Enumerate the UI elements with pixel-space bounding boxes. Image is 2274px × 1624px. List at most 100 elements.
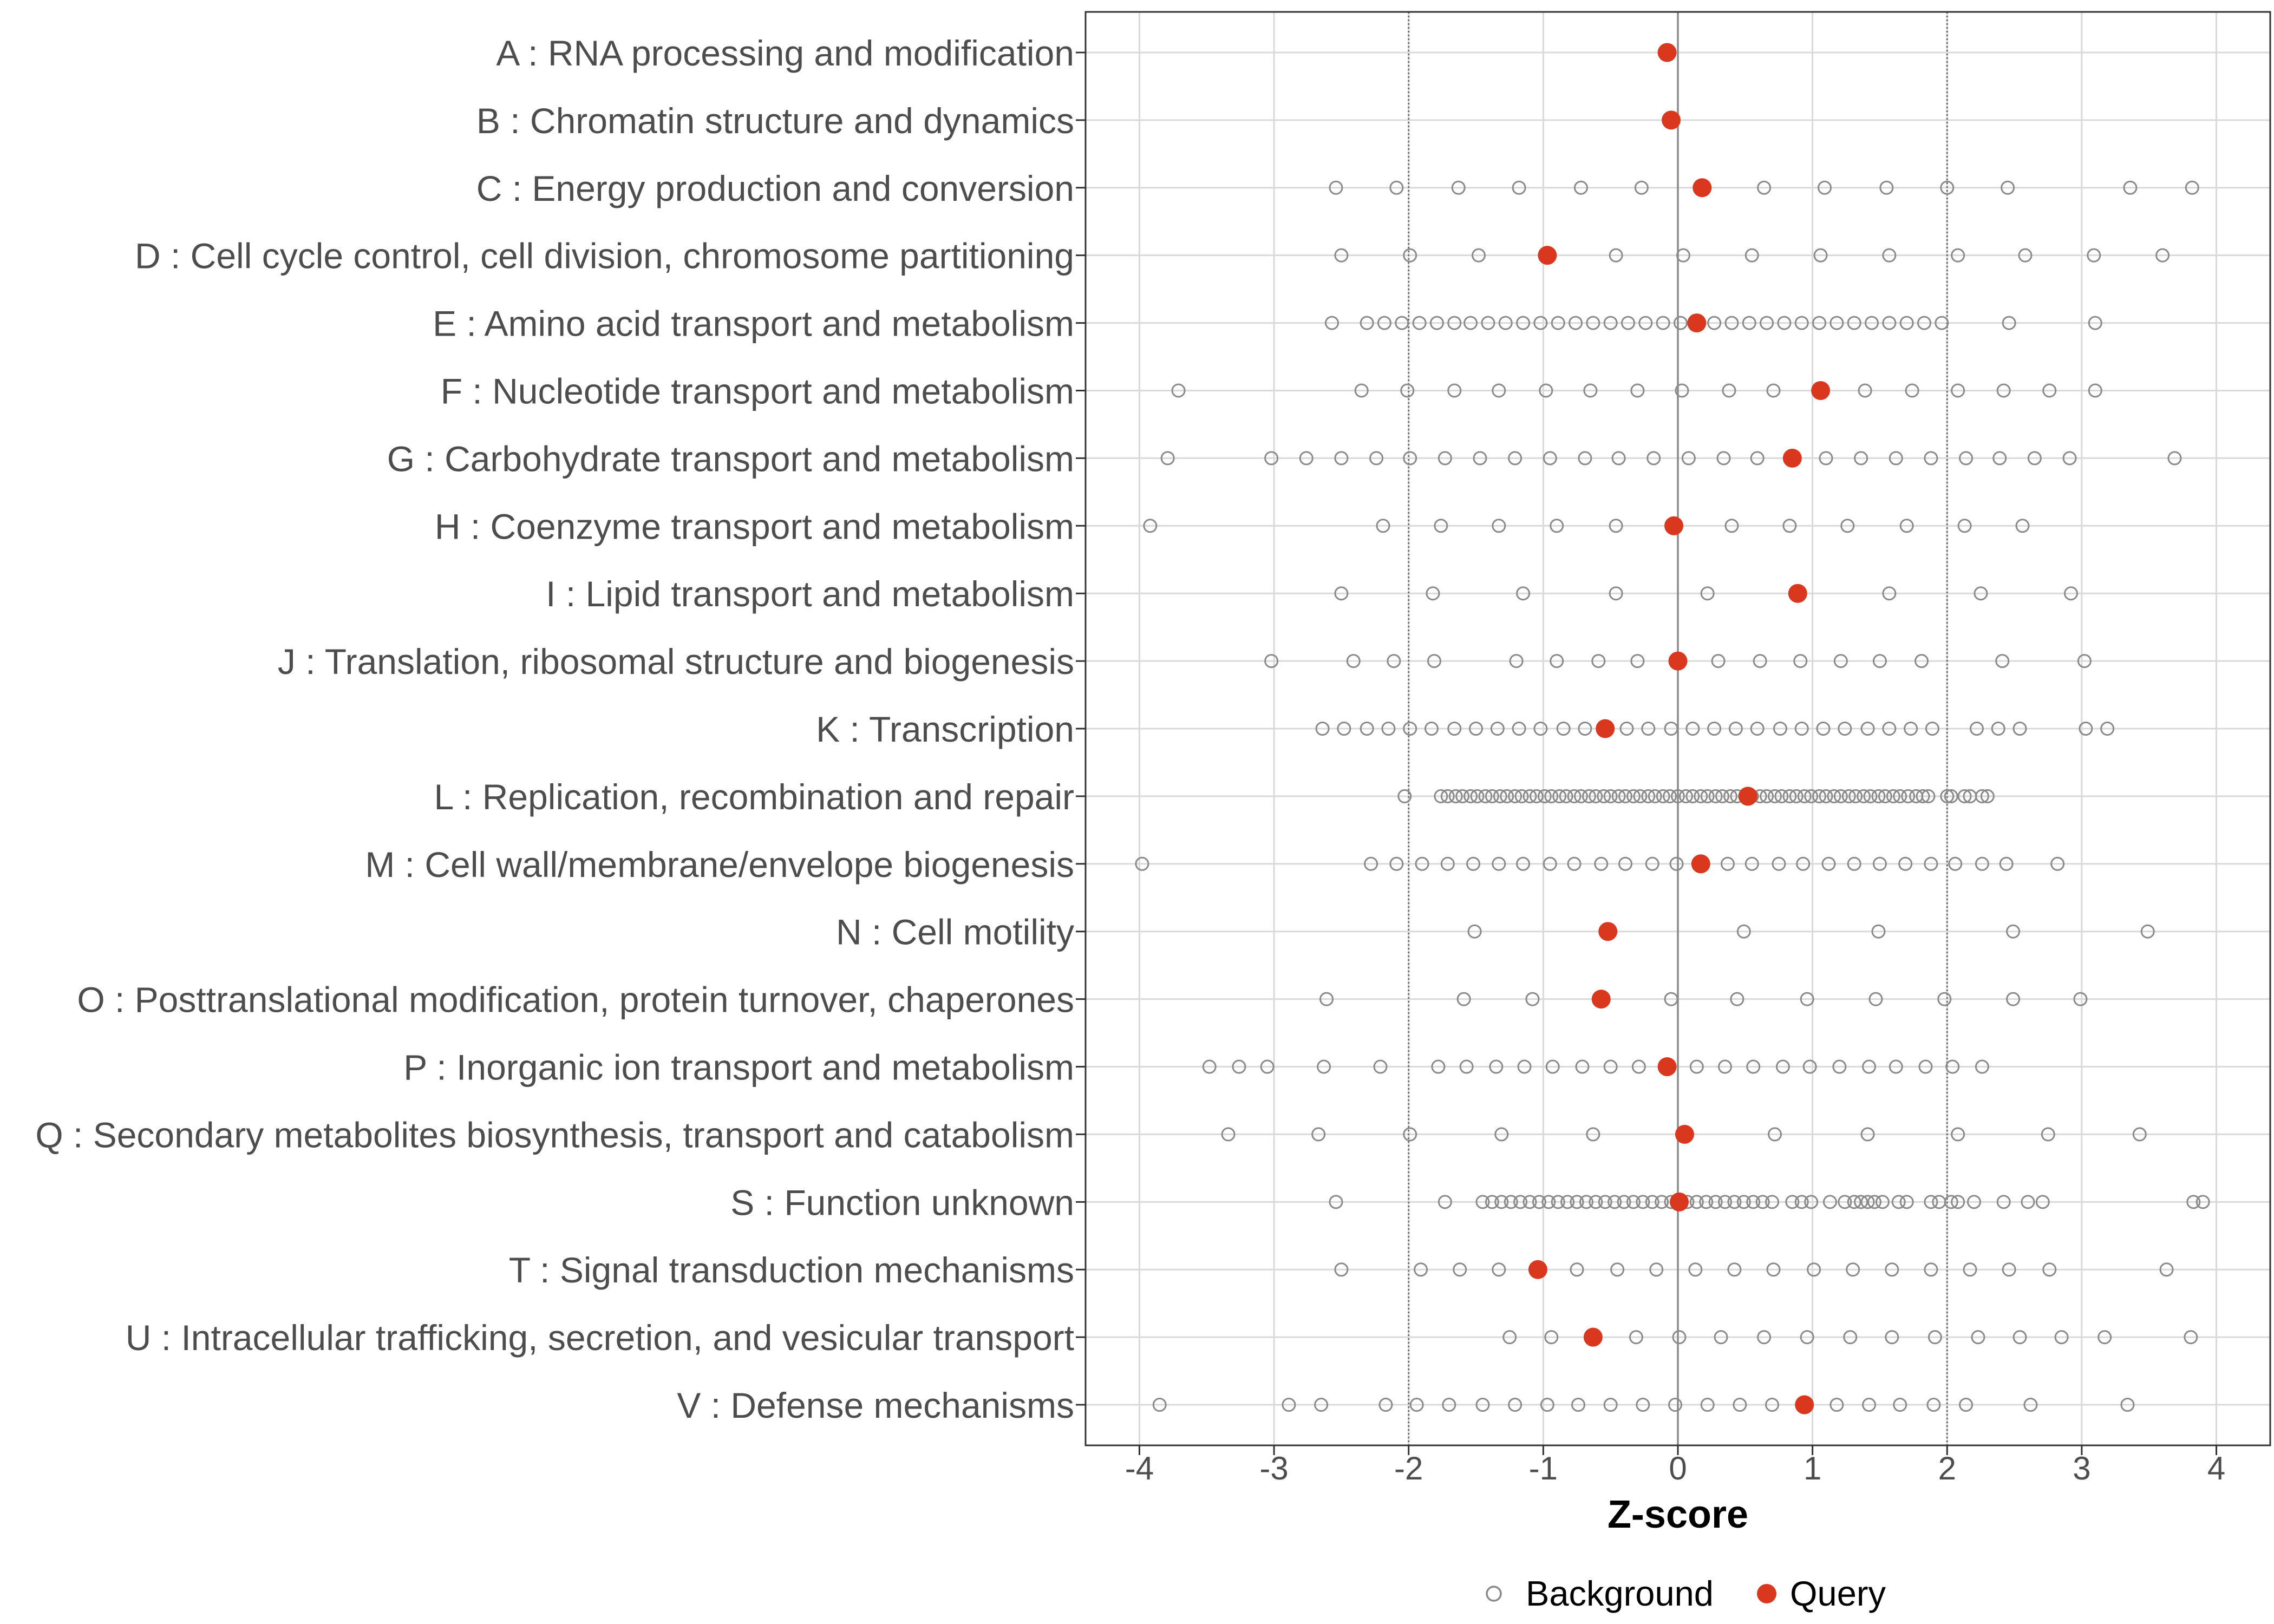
x-tick-label: 0 bbox=[1669, 1450, 1687, 1487]
background-point bbox=[1700, 586, 1715, 601]
background-point bbox=[1689, 1059, 1704, 1074]
background-point bbox=[1299, 451, 1314, 466]
background-point bbox=[1543, 451, 1557, 466]
background-point bbox=[1437, 1195, 1452, 1209]
background-point bbox=[1847, 856, 1861, 871]
background-point bbox=[1516, 316, 1531, 330]
background-point bbox=[1603, 789, 1618, 803]
background-point bbox=[1578, 451, 1592, 466]
background-point bbox=[1868, 992, 1883, 1006]
category-label: K : Transcription bbox=[816, 709, 1074, 749]
query-point bbox=[1668, 651, 1688, 671]
background-point bbox=[1447, 383, 1462, 398]
background-point bbox=[1319, 992, 1334, 1006]
background-point bbox=[1550, 654, 1564, 669]
background-point bbox=[1819, 789, 1833, 803]
background-point bbox=[1755, 1195, 1770, 1209]
background-point bbox=[1540, 1398, 1554, 1412]
background-point bbox=[1768, 789, 1782, 803]
category-label: D : Cell cycle control, cell division, c… bbox=[135, 236, 1074, 276]
background-point bbox=[1400, 383, 1415, 398]
background-point bbox=[1838, 722, 1852, 736]
background-point bbox=[1901, 789, 1916, 803]
background-point bbox=[1589, 1195, 1603, 1209]
background-point bbox=[1573, 180, 1588, 195]
background-point bbox=[2050, 856, 2065, 871]
background-point bbox=[1800, 1330, 1814, 1345]
background-point bbox=[1882, 316, 1897, 330]
background-point bbox=[1389, 180, 1404, 195]
background-point bbox=[1552, 789, 1567, 803]
background-point bbox=[2140, 924, 2155, 939]
background-point bbox=[1512, 722, 1526, 736]
background-point bbox=[1489, 1059, 1504, 1074]
background-point bbox=[2042, 1262, 2057, 1277]
background-point bbox=[1833, 654, 1848, 669]
background-point bbox=[1630, 654, 1645, 669]
background-point bbox=[1492, 383, 1506, 398]
background-point bbox=[1971, 1330, 1985, 1345]
background-point bbox=[1757, 1330, 1772, 1345]
background-point bbox=[1403, 1127, 1417, 1142]
background-point bbox=[1559, 789, 1573, 803]
background-point bbox=[1541, 1195, 1556, 1209]
background-point bbox=[1597, 789, 1611, 803]
background-point bbox=[1794, 722, 1809, 736]
background-point bbox=[1617, 1195, 1631, 1209]
background-point bbox=[1469, 722, 1484, 736]
background-point bbox=[1376, 519, 1390, 533]
background-point bbox=[1498, 316, 1513, 330]
background-point bbox=[1634, 180, 1649, 195]
background-point bbox=[1571, 1398, 1586, 1412]
background-point bbox=[1818, 180, 1832, 195]
background-point bbox=[1579, 1195, 1593, 1209]
background-point bbox=[1957, 519, 1972, 533]
background-point bbox=[1689, 1195, 1704, 1209]
background-point bbox=[2062, 451, 2077, 466]
background-point bbox=[1395, 316, 1409, 330]
background-point bbox=[1974, 586, 1988, 601]
background-point bbox=[1456, 992, 1471, 1006]
background-point bbox=[1893, 789, 1907, 803]
background-point bbox=[1999, 856, 2014, 871]
background-point bbox=[1727, 1262, 1742, 1277]
background-point bbox=[1537, 789, 1552, 803]
background-point bbox=[2021, 1195, 2035, 1209]
background-point bbox=[1569, 316, 1583, 330]
category-label: E : Amino acid transport and metabolism bbox=[433, 304, 1074, 344]
background-point bbox=[1583, 383, 1598, 398]
background-point bbox=[1794, 1195, 1809, 1209]
background-point bbox=[1937, 992, 1952, 1006]
query-point bbox=[1811, 381, 1831, 400]
background-point bbox=[1629, 1330, 1643, 1345]
background-point bbox=[1171, 383, 1186, 398]
background-point bbox=[1846, 1262, 1860, 1277]
background-point bbox=[1862, 1398, 1877, 1412]
background-point bbox=[1611, 789, 1626, 803]
background-point bbox=[1586, 1127, 1600, 1142]
background-point bbox=[1152, 1398, 1167, 1412]
background-point bbox=[1389, 856, 1404, 871]
background-point bbox=[1655, 1195, 1669, 1209]
background-point bbox=[1812, 316, 1827, 330]
background-point bbox=[1354, 383, 1369, 398]
background-point bbox=[1766, 1262, 1781, 1277]
background-point bbox=[1699, 1195, 1714, 1209]
background-point bbox=[1609, 519, 1623, 533]
background-point bbox=[1567, 856, 1582, 871]
query-point bbox=[1782, 448, 1802, 468]
background-point bbox=[1878, 789, 1892, 803]
background-point bbox=[1560, 1195, 1575, 1209]
background-point bbox=[1609, 586, 1623, 601]
background-point bbox=[1899, 519, 1914, 533]
background-point bbox=[1951, 383, 1965, 398]
background-point bbox=[1736, 1195, 1751, 1209]
background-point bbox=[1723, 789, 1737, 803]
background-point bbox=[1882, 586, 1897, 601]
background-point bbox=[1733, 1398, 1747, 1412]
background-point bbox=[1899, 1195, 1914, 1209]
background-point bbox=[2006, 924, 2021, 939]
background-point bbox=[1448, 789, 1463, 803]
background-point bbox=[1730, 992, 1744, 1006]
